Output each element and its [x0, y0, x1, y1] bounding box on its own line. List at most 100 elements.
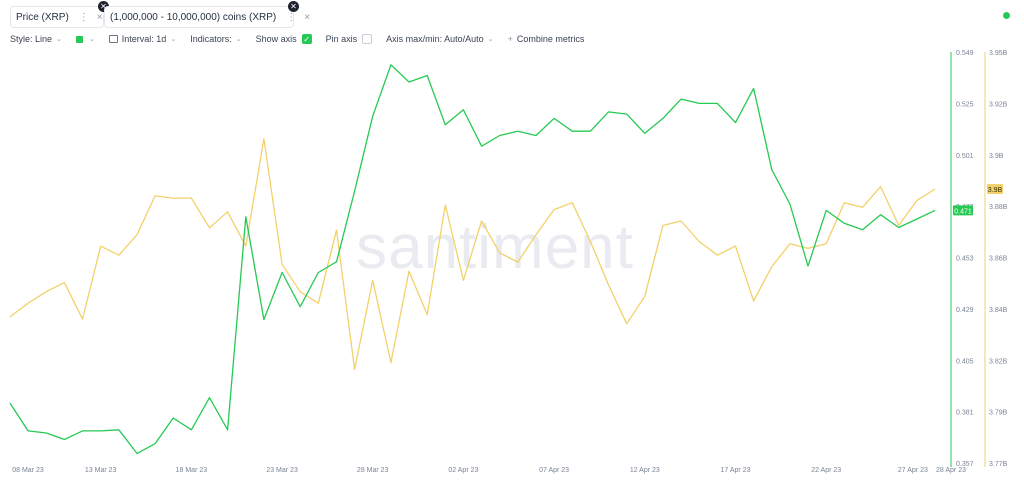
series-0-point[interactable] [352, 189, 357, 194]
series-1-point[interactable] [171, 196, 176, 201]
close-icon[interactable]: ✕ [288, 1, 299, 12]
interval-select[interactable]: Interval: 1d ⌄ [108, 34, 176, 44]
more-vertical-icon[interactable]: ⋮ [286, 11, 297, 23]
series-0-point[interactable] [334, 259, 339, 264]
series-0-point[interactable] [98, 428, 103, 433]
color-select[interactable]: ⌄ [75, 35, 95, 43]
series-1-point[interactable] [207, 225, 212, 230]
series-0-point[interactable] [370, 114, 375, 119]
series-1-point[interactable] [787, 241, 792, 246]
series-0-point[interactable] [153, 441, 158, 446]
series-0-point[interactable] [44, 431, 49, 436]
series-1-point[interactable] [62, 280, 67, 285]
series-1-point[interactable] [842, 200, 847, 205]
series-0-point[interactable] [534, 133, 539, 138]
series-0-point[interactable] [243, 214, 248, 219]
series-0-point[interactable] [515, 129, 520, 134]
series-1-point[interactable] [8, 314, 13, 319]
series-1-point[interactable] [98, 244, 103, 249]
series-0-point[interactable] [443, 122, 448, 127]
series-0-point[interactable] [552, 116, 557, 121]
series-0-point[interactable] [860, 227, 865, 232]
checkbox-checked-icon[interactable]: ✓ [301, 34, 312, 44]
series-0-point[interactable] [461, 107, 466, 112]
series-0-point[interactable] [425, 73, 430, 78]
series-1-point[interactable] [116, 253, 121, 258]
series-0-point[interactable] [806, 264, 811, 269]
series-1-point[interactable] [588, 239, 593, 244]
series-0-point[interactable] [787, 202, 792, 207]
series-0-point[interactable] [697, 101, 702, 106]
series-1-point[interactable] [280, 262, 285, 267]
series-0-point[interactable] [715, 101, 720, 106]
series-0-point[interactable] [751, 86, 756, 91]
pin-axis-toggle[interactable]: Pin axis [326, 34, 373, 44]
series-1-point[interactable] [261, 136, 266, 141]
close-icon[interactable]: ✕ [98, 1, 109, 12]
series-0-point[interactable] [298, 304, 303, 309]
series-0-point[interactable] [407, 80, 412, 85]
more-vertical-icon[interactable]: ⋮ [78, 11, 89, 23]
series-1-point[interactable] [824, 241, 829, 246]
metric-chip-price[interactable]: Price (XRP) ⋮ × ✕ [10, 1, 109, 28]
series-0-point[interactable] [914, 217, 919, 222]
series-0-point[interactable] [679, 97, 684, 102]
series-1-point[interactable] [388, 360, 393, 365]
series-0-point[interactable] [588, 129, 593, 134]
metric-chip-coins[interactable]: (1,000,000 - 10,000,000) coins (XRP) ⋮ ×… [104, 1, 310, 28]
series-0-point[interactable] [388, 62, 393, 67]
series-1-point[interactable] [914, 198, 919, 203]
series-1-point[interactable] [806, 246, 811, 251]
series-1-point[interactable] [153, 193, 158, 198]
series-1-point[interactable] [642, 294, 647, 299]
series-1-point[interactable] [44, 289, 49, 294]
series-0-point[interactable] [280, 270, 285, 275]
series-1-point[interactable] [334, 228, 339, 233]
series-0-point[interactable] [207, 395, 212, 400]
series-1-point[interactable] [570, 200, 575, 205]
series-1-point[interactable] [697, 239, 702, 244]
series-1-point[interactable] [751, 298, 756, 303]
series-1-point[interactable] [534, 232, 539, 237]
series-1-point[interactable] [497, 250, 502, 255]
series-0-point[interactable] [660, 116, 665, 121]
series-0-point[interactable] [135, 451, 140, 456]
series-1-point[interactable] [715, 253, 720, 258]
series-1-point[interactable] [933, 187, 938, 192]
series-1-point[interactable] [624, 321, 629, 326]
series-0-point[interactable] [116, 427, 121, 432]
series-0-point[interactable] [842, 221, 847, 226]
series-0-point[interactable] [606, 109, 611, 114]
series-0-point[interactable] [261, 317, 266, 322]
series-1-point[interactable] [443, 203, 448, 208]
indicators-select[interactable]: Indicators: ⌄ [190, 34, 241, 44]
series-1-point[interactable] [370, 278, 375, 283]
series-0-point[interactable] [225, 427, 230, 432]
series-0-point[interactable] [642, 131, 647, 136]
series-0-point[interactable] [479, 144, 484, 149]
series-0-point[interactable] [933, 208, 938, 213]
series-0-point[interactable] [26, 428, 31, 433]
series-0-point[interactable] [8, 401, 13, 406]
series-1-point[interactable] [515, 260, 520, 265]
style-select[interactable]: Style: Line ⌄ [10, 34, 62, 44]
series-0-point[interactable] [62, 437, 67, 442]
series-1-point[interactable] [878, 184, 883, 189]
series-1-point[interactable] [733, 244, 738, 249]
series-1-point[interactable] [606, 282, 611, 287]
series-1-point[interactable] [316, 301, 321, 306]
checkbox-unchecked-icon[interactable] [362, 34, 373, 44]
series-1-point[interactable] [479, 219, 484, 224]
series-1-point[interactable] [189, 196, 194, 201]
series-0-point[interactable] [80, 428, 85, 433]
series-1-point[interactable] [135, 232, 140, 237]
series-1-point[interactable] [769, 264, 774, 269]
remove-icon[interactable]: × [96, 11, 103, 23]
series-0-point[interactable] [570, 129, 575, 134]
show-axis-toggle[interactable]: Show axis ✓ [256, 34, 312, 44]
axis-maxmin-select[interactable]: Axis max/min: Auto/Auto ⌄ [386, 34, 493, 44]
series-1-point[interactable] [860, 205, 865, 210]
series-1-point[interactable] [352, 367, 357, 372]
series-0-point[interactable] [624, 112, 629, 117]
series-0-point[interactable] [171, 416, 176, 421]
